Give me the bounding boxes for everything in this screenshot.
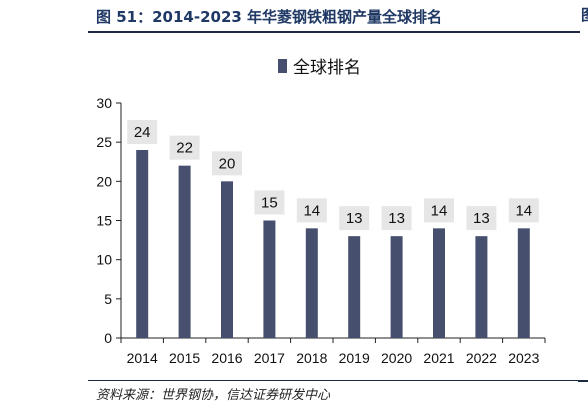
- x-tick-label: 2015: [169, 350, 200, 366]
- bar: [178, 165, 191, 338]
- bar: [475, 236, 488, 338]
- x-tick-label: 2023: [508, 350, 539, 366]
- data-label: 22: [176, 140, 193, 157]
- y-tick-label: 20: [96, 173, 112, 189]
- bar: [517, 228, 530, 338]
- data-label-box: [296, 198, 327, 223]
- title-rule: [88, 31, 580, 33]
- data-label-box: [466, 206, 497, 231]
- y-tick-label: 30: [96, 95, 112, 111]
- bar: [136, 150, 149, 338]
- data-label-box: [169, 135, 200, 160]
- data-label: 13: [388, 210, 405, 227]
- y-tick-label: 0: [104, 330, 112, 346]
- data-label: 24: [134, 124, 151, 141]
- data-label-box: [424, 198, 454, 223]
- legend-label: 全球排名: [293, 58, 361, 78]
- data-label-box: [381, 206, 412, 231]
- data-label-box: [212, 151, 242, 176]
- data-label: 15: [261, 195, 278, 212]
- x-tick-label: 2022: [466, 350, 497, 366]
- bar: [390, 236, 403, 338]
- data-label-box: [339, 206, 370, 231]
- data-label: 14: [431, 202, 448, 219]
- bottom-rule: [88, 380, 580, 381]
- source-note: 资料来源：世界钢协，信达证券研发中心: [96, 388, 331, 403]
- x-tick-label: 2014: [127, 350, 158, 366]
- x-tick-label: 2021: [423, 350, 454, 366]
- y-tick-label: 25: [96, 134, 112, 150]
- y-tick-label: 10: [96, 252, 112, 268]
- bar: [348, 236, 361, 338]
- adjacent-figure-fragment: 图: [581, 4, 588, 25]
- bar: [305, 228, 318, 338]
- bar: [433, 228, 445, 338]
- figure-title: 图 51：2014-2023 年华菱钢铁粗钢产量全球排名: [96, 8, 443, 26]
- x-tick-label: 2018: [296, 350, 327, 366]
- data-label: 13: [473, 210, 490, 227]
- y-tick-label: 5: [104, 291, 112, 307]
- chart-legend: 全球排名: [278, 58, 361, 78]
- chart-bars: 24 22 20 15 14 13 13 14 13 14: [127, 120, 539, 338]
- data-label-box: [254, 190, 285, 215]
- data-label-box: [127, 120, 158, 144]
- x-tick-label: 2020: [381, 350, 412, 366]
- data-label-box: [508, 198, 539, 223]
- data-label: 14: [515, 202, 532, 219]
- data-label: 14: [303, 202, 320, 219]
- bar: [221, 181, 233, 338]
- bar: [263, 220, 276, 338]
- legend-swatch: [278, 59, 287, 73]
- data-label: 13: [346, 210, 363, 227]
- y-tick-label: 15: [96, 213, 112, 229]
- x-tick-label: 2019: [339, 350, 370, 366]
- x-tick-label: 2017: [254, 350, 285, 366]
- x-tick-label: 2016: [211, 350, 242, 366]
- data-label: 20: [219, 155, 236, 172]
- adjacent-figure-rule: [578, 380, 588, 382]
